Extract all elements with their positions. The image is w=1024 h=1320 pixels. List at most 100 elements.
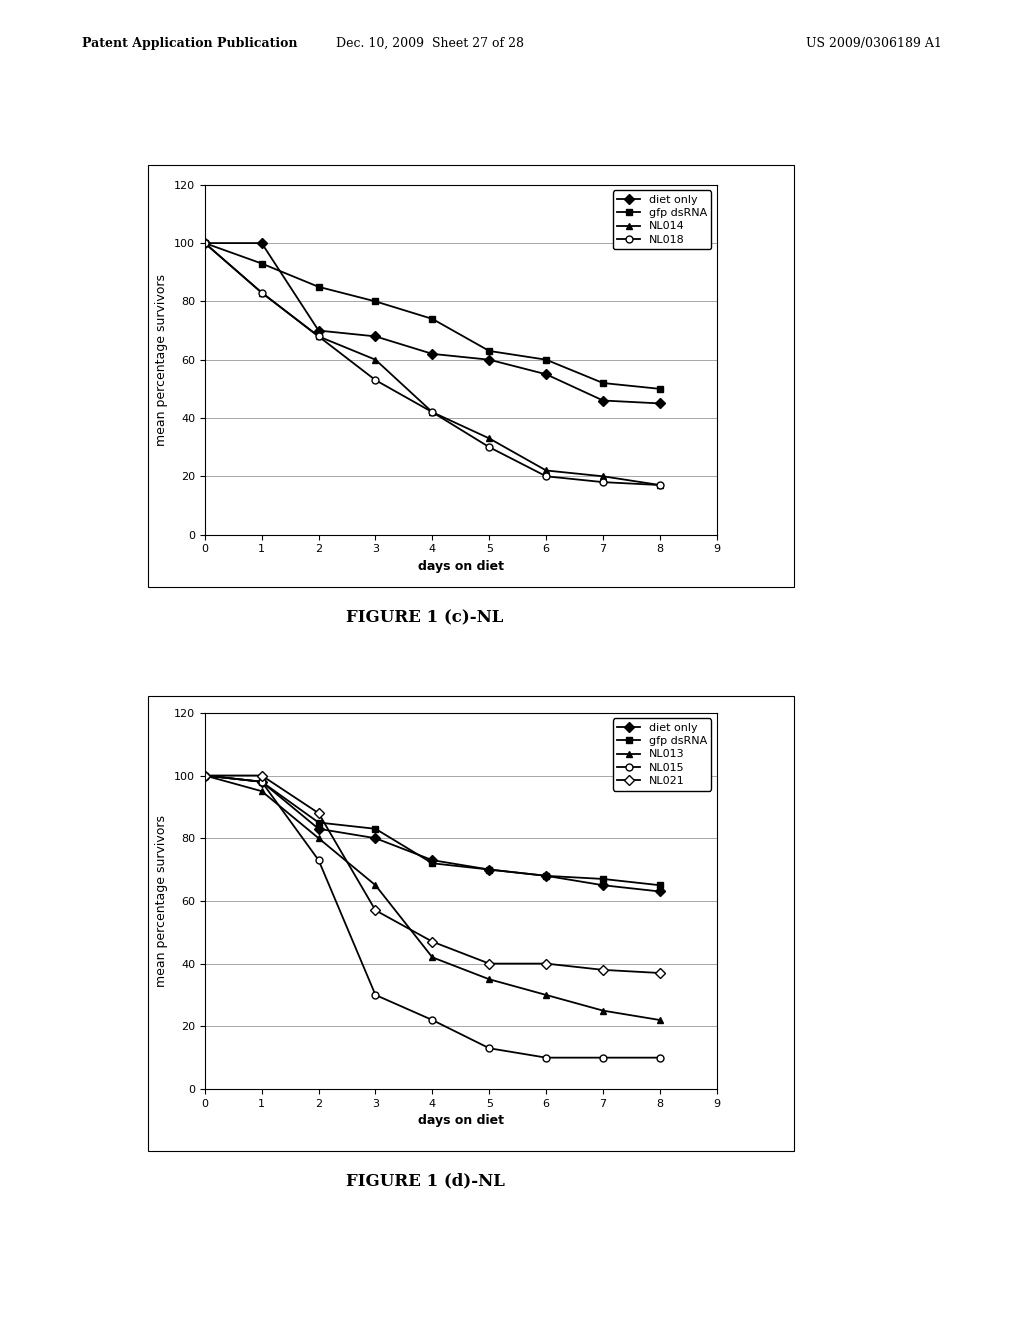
gfp dsRNA (653, 381, 666, 397)
NL013 (370, 878, 382, 894)
Line: NL018: NL018 (202, 240, 664, 488)
gfp dsRNA (597, 871, 609, 887)
NL015 (256, 774, 268, 789)
NL014 (540, 462, 552, 478)
NL015 (370, 987, 382, 1003)
NL021 (199, 768, 211, 784)
NL013 (540, 987, 552, 1003)
NL018 (199, 235, 211, 251)
gfp dsRNA (540, 352, 552, 368)
NL021 (256, 768, 268, 784)
diet only (256, 774, 268, 789)
gfp dsRNA (653, 878, 666, 894)
gfp dsRNA (426, 855, 438, 871)
NL015 (540, 1049, 552, 1065)
NL013 (597, 1003, 609, 1019)
Text: Patent Application Publication: Patent Application Publication (82, 37, 297, 50)
Line: NL013: NL013 (202, 772, 664, 1023)
NL015 (653, 1049, 666, 1065)
NL021 (597, 962, 609, 978)
NL013 (653, 1012, 666, 1028)
diet only (483, 862, 496, 878)
diet only (256, 235, 268, 251)
diet only (597, 878, 609, 894)
diet only (312, 322, 325, 338)
Y-axis label: mean percentage survivors: mean percentage survivors (156, 814, 168, 987)
NL018 (483, 440, 496, 455)
Line: gfp dsRNA: gfp dsRNA (202, 240, 664, 392)
diet only (312, 821, 325, 837)
NL013 (256, 783, 268, 799)
gfp dsRNA (256, 256, 268, 272)
NL015 (426, 1012, 438, 1028)
NL018 (426, 404, 438, 420)
NL015 (199, 768, 211, 784)
Line: diet only: diet only (202, 772, 664, 895)
NL013 (426, 949, 438, 965)
NL014 (597, 469, 609, 484)
diet only (199, 235, 211, 251)
diet only (540, 367, 552, 383)
gfp dsRNA (370, 821, 382, 837)
NL021 (370, 903, 382, 919)
Y-axis label: mean percentage survivors: mean percentage survivors (156, 273, 168, 446)
NL014 (256, 285, 268, 301)
gfp dsRNA (540, 869, 552, 884)
gfp dsRNA (312, 279, 325, 294)
NL021 (312, 805, 325, 821)
Text: Dec. 10, 2009  Sheet 27 of 28: Dec. 10, 2009 Sheet 27 of 28 (336, 37, 524, 50)
NL014 (199, 235, 211, 251)
NL013 (483, 972, 496, 987)
NL021 (426, 933, 438, 949)
gfp dsRNA (256, 774, 268, 789)
gfp dsRNA (199, 768, 211, 784)
NL021 (540, 956, 552, 972)
X-axis label: days on diet: days on diet (418, 1114, 504, 1127)
X-axis label: days on diet: days on diet (418, 560, 504, 573)
NL014 (370, 352, 382, 368)
diet only (370, 830, 382, 846)
NL015 (312, 853, 325, 869)
NL014 (312, 329, 325, 345)
diet only (199, 768, 211, 784)
Line: NL014: NL014 (202, 240, 664, 488)
gfp dsRNA (370, 293, 382, 309)
diet only (540, 869, 552, 884)
NL018 (256, 285, 268, 301)
Line: NL021: NL021 (202, 772, 664, 977)
diet only (653, 883, 666, 899)
Legend: diet only, gfp dsRNA, NL014, NL018: diet only, gfp dsRNA, NL014, NL018 (613, 190, 712, 249)
NL018 (653, 477, 666, 492)
Legend: diet only, gfp dsRNA, NL013, NL015, NL021: diet only, gfp dsRNA, NL013, NL015, NL02… (613, 718, 712, 791)
NL018 (312, 329, 325, 345)
NL021 (653, 965, 666, 981)
NL015 (483, 1040, 496, 1056)
NL015 (597, 1049, 609, 1065)
diet only (370, 329, 382, 345)
NL013 (312, 830, 325, 846)
NL018 (370, 372, 382, 388)
NL018 (540, 469, 552, 484)
NL021 (483, 956, 496, 972)
gfp dsRNA (597, 375, 609, 391)
NL013 (199, 768, 211, 784)
NL014 (653, 477, 666, 492)
diet only (426, 346, 438, 362)
gfp dsRNA (483, 343, 496, 359)
diet only (653, 396, 666, 412)
Text: US 2009/0306189 A1: US 2009/0306189 A1 (806, 37, 942, 50)
Text: FIGURE 1 (c)-NL: FIGURE 1 (c)-NL (346, 610, 504, 627)
gfp dsRNA (199, 235, 211, 251)
Line: diet only: diet only (202, 240, 664, 407)
Text: FIGURE 1 (d)-NL: FIGURE 1 (d)-NL (345, 1172, 505, 1189)
NL014 (483, 430, 496, 446)
Line: gfp dsRNA: gfp dsRNA (202, 772, 664, 888)
Line: NL015: NL015 (202, 772, 664, 1061)
diet only (483, 352, 496, 368)
gfp dsRNA (312, 814, 325, 830)
gfp dsRNA (426, 312, 438, 327)
NL014 (426, 404, 438, 420)
gfp dsRNA (483, 862, 496, 878)
diet only (426, 853, 438, 869)
NL018 (597, 474, 609, 490)
